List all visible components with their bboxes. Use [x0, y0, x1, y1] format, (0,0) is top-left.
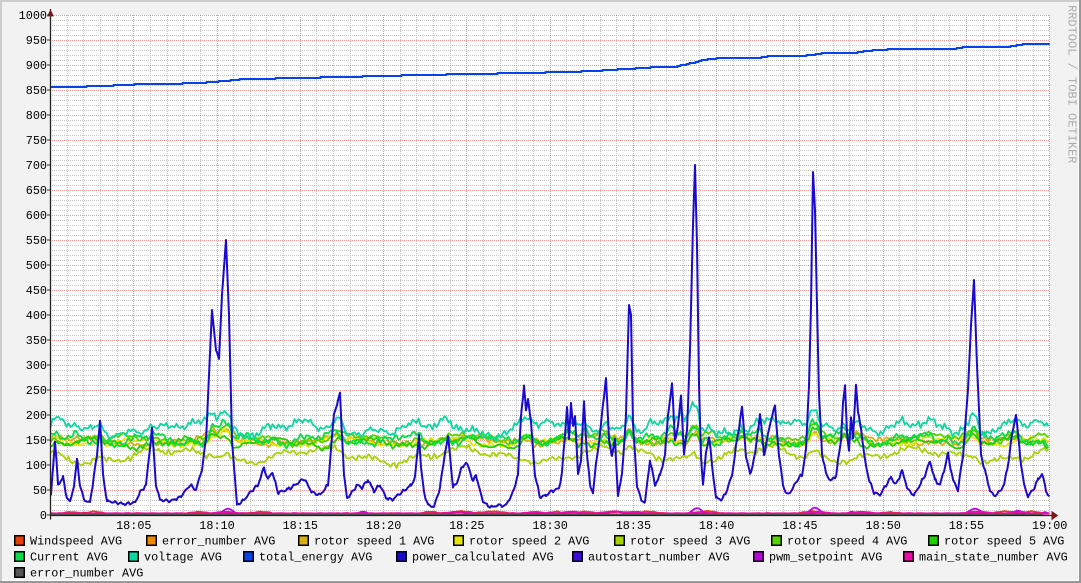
- svg-text:18:35: 18:35: [616, 519, 651, 533]
- svg-text:Windspeed AVG: Windspeed AVG: [30, 535, 122, 549]
- svg-text:400: 400: [26, 309, 47, 323]
- svg-text:200: 200: [26, 409, 47, 423]
- svg-text:900: 900: [26, 59, 47, 73]
- svg-text:error_number AVG: error_number AVG: [162, 535, 275, 549]
- svg-text:rotor speed 1 AVG: rotor speed 1 AVG: [314, 535, 434, 549]
- svg-text:rotor speed 2 AVG: rotor speed 2 AVG: [469, 535, 589, 549]
- svg-text:18:15: 18:15: [283, 519, 318, 533]
- svg-text:550: 550: [26, 234, 47, 248]
- svg-text:950: 950: [26, 34, 47, 48]
- svg-text:600: 600: [26, 209, 47, 223]
- svg-text:18:10: 18:10: [199, 519, 234, 533]
- svg-text:18:45: 18:45: [782, 519, 817, 533]
- svg-text:18:50: 18:50: [865, 519, 900, 533]
- svg-text:18:05: 18:05: [116, 519, 151, 533]
- svg-text:650: 650: [26, 184, 47, 198]
- svg-text:error_number AVG: error_number AVG: [30, 567, 143, 581]
- svg-text:1000: 1000: [19, 9, 47, 23]
- svg-text:total_energy AVG: total_energy AVG: [259, 551, 372, 565]
- svg-text:main_state_number AVG: main_state_number AVG: [919, 551, 1068, 565]
- svg-text:500: 500: [26, 259, 47, 273]
- svg-text:100: 100: [26, 459, 47, 473]
- svg-text:rotor speed 5 AVG: rotor speed 5 AVG: [944, 535, 1064, 549]
- svg-text:800: 800: [26, 109, 47, 123]
- svg-text:50: 50: [33, 484, 47, 498]
- svg-text:300: 300: [26, 359, 47, 373]
- svg-text:18:20: 18:20: [366, 519, 401, 533]
- svg-text:350: 350: [26, 334, 47, 348]
- svg-text:0: 0: [40, 509, 47, 523]
- svg-text:150: 150: [26, 434, 47, 448]
- svg-text:18:55: 18:55: [949, 519, 984, 533]
- svg-text:18:30: 18:30: [532, 519, 567, 533]
- svg-text:pwm_setpoint AVG: pwm_setpoint AVG: [769, 551, 882, 565]
- svg-text:RRDTOOL / TOBI OETIKER: RRDTOOL / TOBI OETIKER: [1065, 5, 1079, 163]
- svg-text:18:25: 18:25: [449, 519, 484, 533]
- svg-text:power_calculated AVG: power_calculated AVG: [412, 551, 554, 565]
- svg-text:rotor speed 3 AVG: rotor speed 3 AVG: [630, 535, 750, 549]
- svg-text:18:40: 18:40: [699, 519, 734, 533]
- svg-text:700: 700: [26, 159, 47, 173]
- svg-text:450: 450: [26, 284, 47, 298]
- svg-text:850: 850: [26, 84, 47, 98]
- svg-text:750: 750: [26, 134, 47, 148]
- svg-text:250: 250: [26, 384, 47, 398]
- svg-text:autostart_number AVG: autostart_number AVG: [588, 551, 730, 565]
- svg-text:voltage AVG: voltage AVG: [144, 551, 222, 565]
- svg-text:19:00: 19:00: [1032, 519, 1067, 533]
- svg-text:rotor speed 4 AVG: rotor speed 4 AVG: [787, 535, 907, 549]
- svg-text:Current AVG: Current AVG: [30, 551, 108, 565]
